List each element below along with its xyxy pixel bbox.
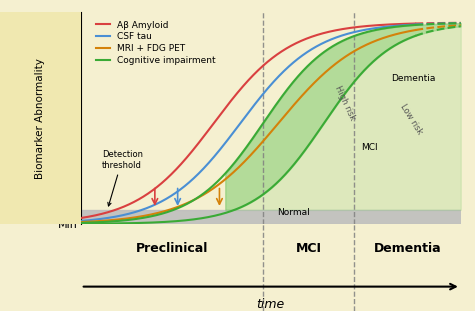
Text: Low risk: Low risk [399, 102, 424, 136]
Bar [81, 210, 461, 224]
Text: Detection
threshold: Detection threshold [102, 150, 142, 206]
Text: MCI: MCI [361, 143, 378, 152]
Text: Normal: Normal [277, 208, 310, 217]
Text: Preclinical: Preclinical [136, 242, 208, 255]
Text: MCI: MCI [296, 242, 322, 255]
Text: High risk: High risk [333, 84, 357, 122]
Text: Dementia: Dementia [374, 242, 441, 255]
Text: Biomarker Abnormality: Biomarker Abnormality [35, 58, 46, 179]
Legend: Aβ Amyloid, CSF tau, MRI + FDG PET, Cognitive impairment: Aβ Amyloid, CSF tau, MRI + FDG PET, Cogn… [93, 17, 219, 68]
Text: Dementia: Dementia [391, 74, 436, 83]
Text: time: time [256, 298, 285, 311]
